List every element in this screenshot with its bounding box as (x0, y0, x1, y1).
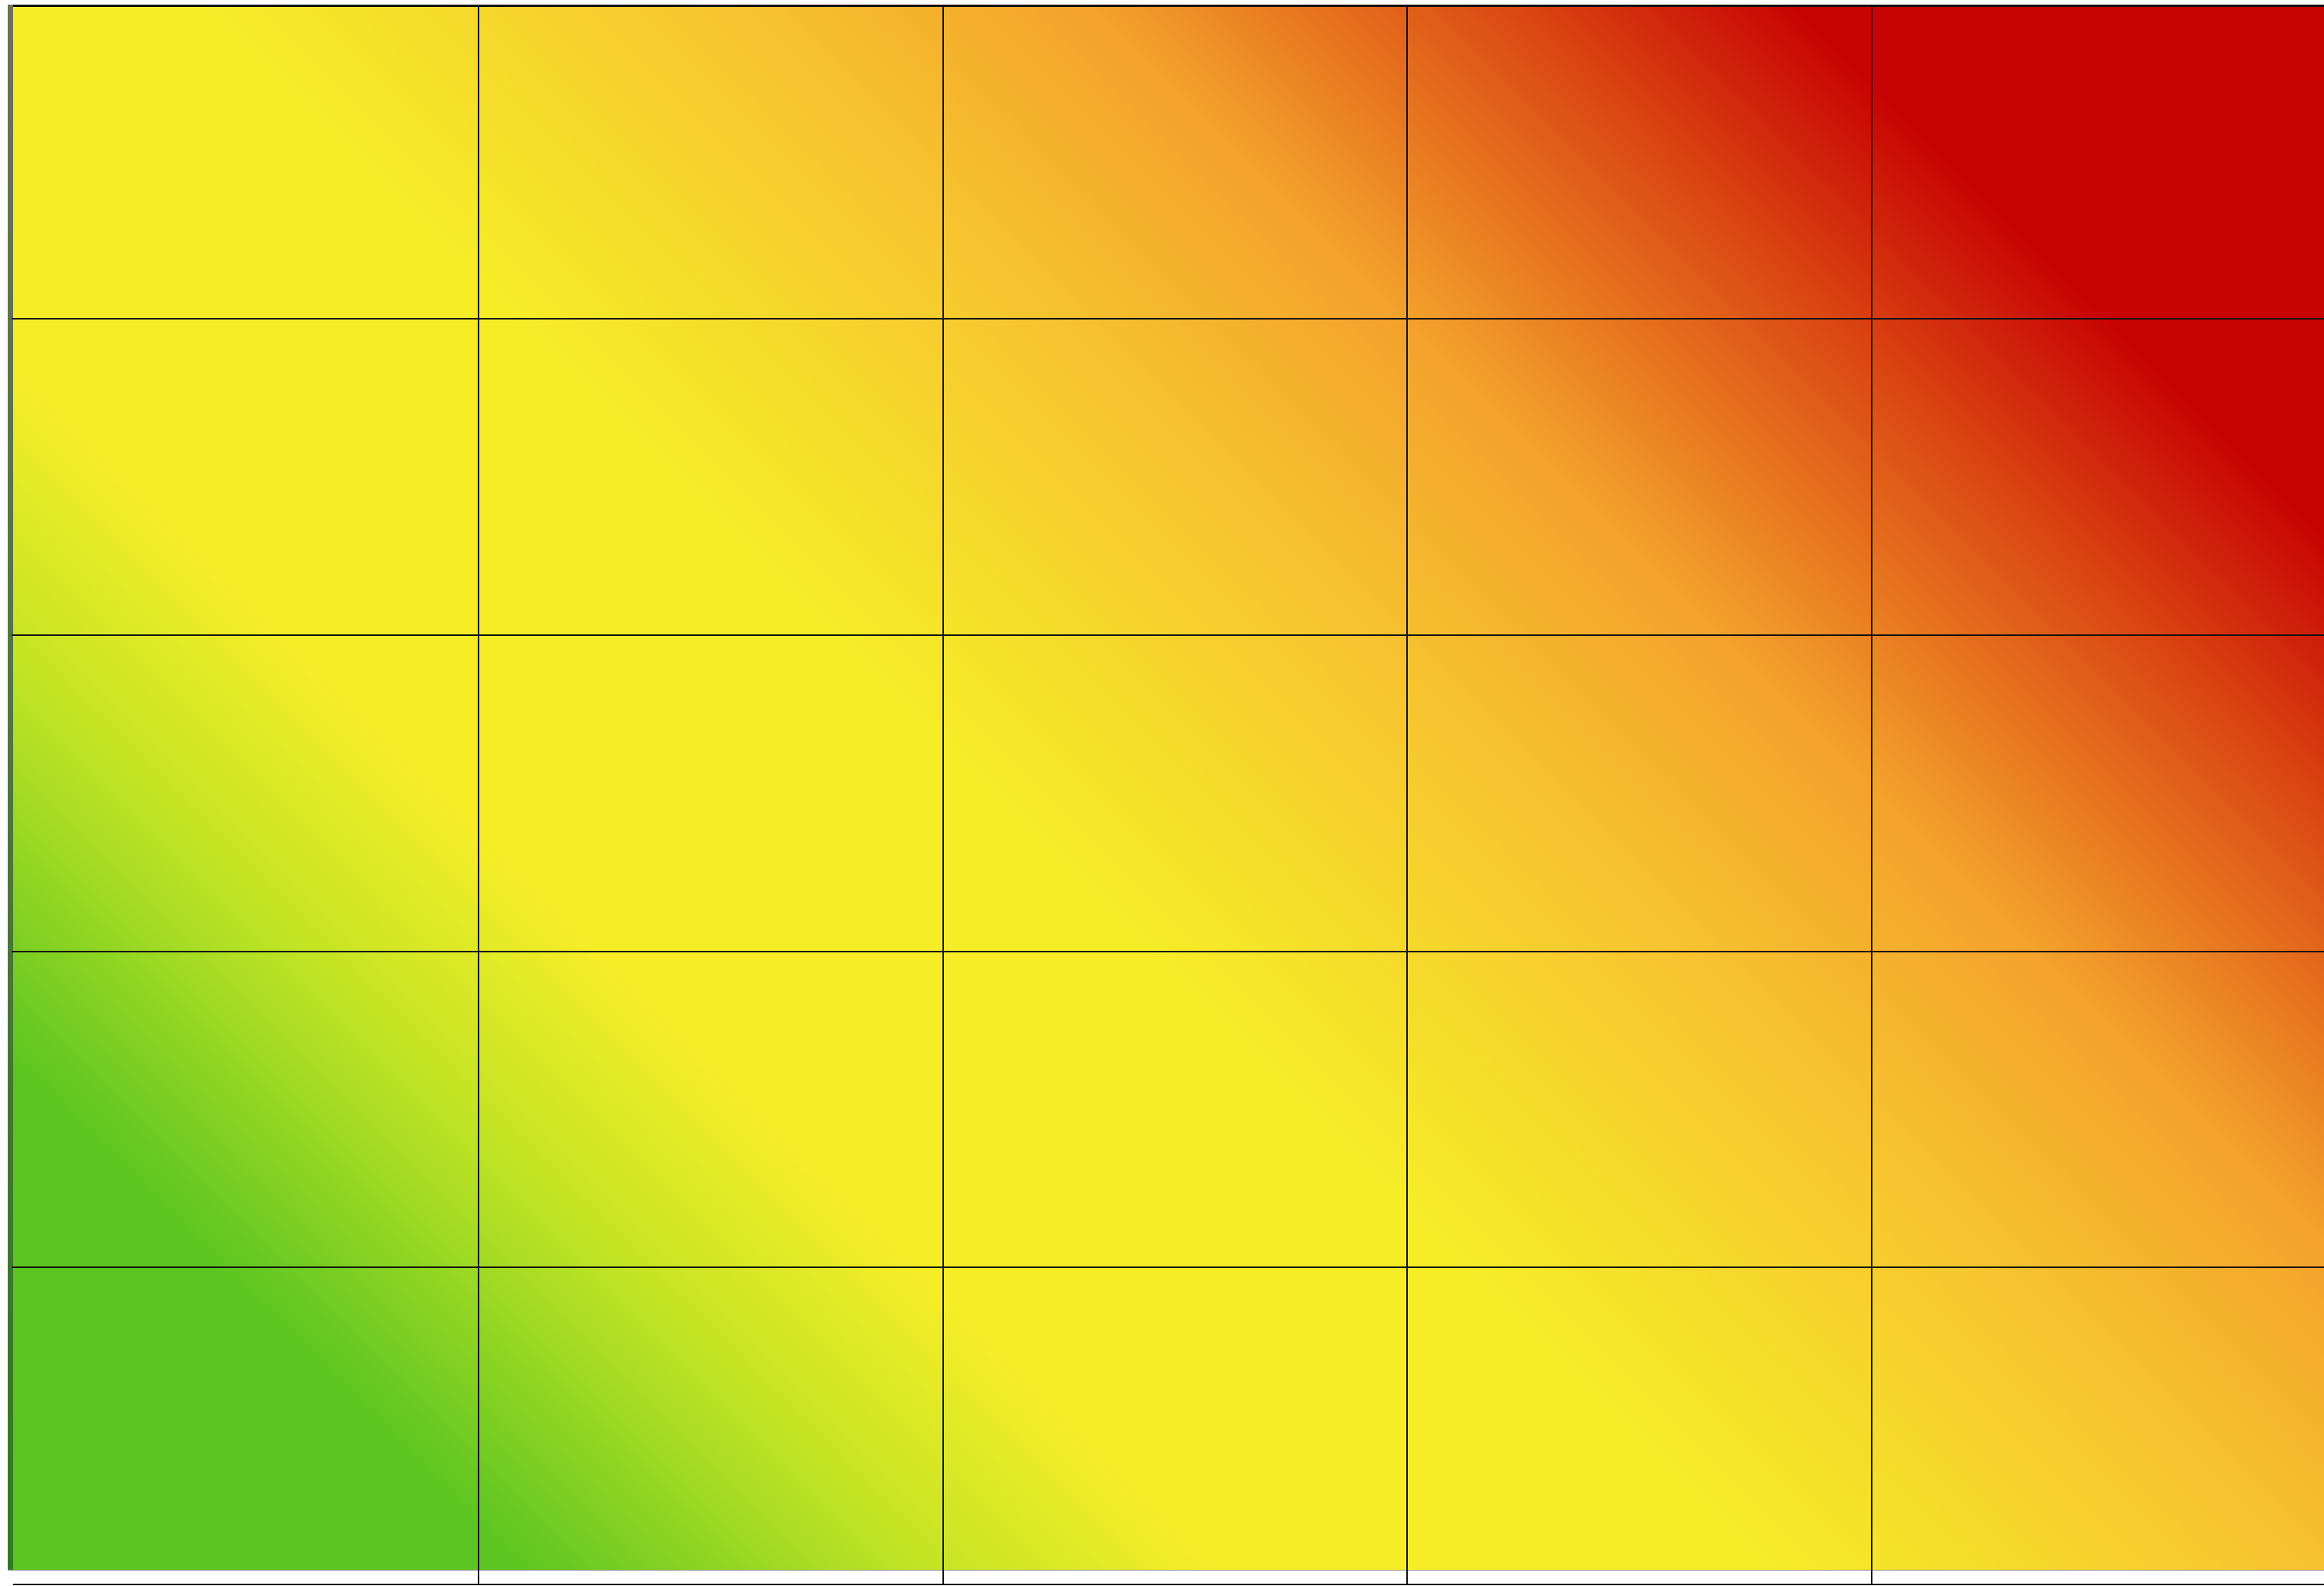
matrix-cell (1871, 318, 2324, 634)
matrix-cell (1406, 5, 1871, 318)
matrix-cell (1406, 1266, 1871, 1570)
bottom-edge-strip (8, 1570, 2324, 1585)
matrix-cell (1871, 634, 2324, 951)
vertical-grid-line (1406, 5, 1408, 1585)
matrix-cell (12, 318, 478, 634)
matrix-cell (942, 1266, 1406, 1570)
matrix-cell (942, 634, 1406, 951)
horizontal-grid-line (12, 1266, 2324, 1268)
vertical-grid-line (942, 5, 944, 1585)
matrix-cell (478, 951, 942, 1266)
horizontal-grid-line (12, 318, 2324, 320)
matrix-cell (478, 5, 942, 318)
matrix-cell (12, 5, 478, 318)
left-edge-strip (8, 5, 13, 1571)
matrix-cell (1871, 951, 2324, 1266)
matrix-cell (942, 318, 1406, 634)
matrix-cell (942, 5, 1406, 318)
horizontal-grid-line (12, 634, 2324, 636)
matrix-cell (478, 318, 942, 634)
matrix-cell (1871, 5, 2324, 318)
bottom-grid-line (13, 1584, 2324, 1585)
matrix-cell (1871, 1266, 2324, 1570)
vertical-grid-line (1871, 5, 1872, 1585)
vertical-grid-line (478, 5, 479, 1585)
matrix-cell (478, 1266, 942, 1570)
matrix-cell (1406, 318, 1871, 634)
risk-heatmap (12, 5, 2324, 1571)
matrix-cell (942, 951, 1406, 1266)
matrix-cell (1406, 951, 1871, 1266)
horizontal-grid-line (12, 951, 2324, 952)
matrix-cell (478, 634, 942, 951)
matrix-cell (1406, 634, 1871, 951)
matrix-cell (12, 1266, 478, 1570)
matrix-cell (12, 951, 478, 1266)
matrix-cell (12, 634, 478, 951)
